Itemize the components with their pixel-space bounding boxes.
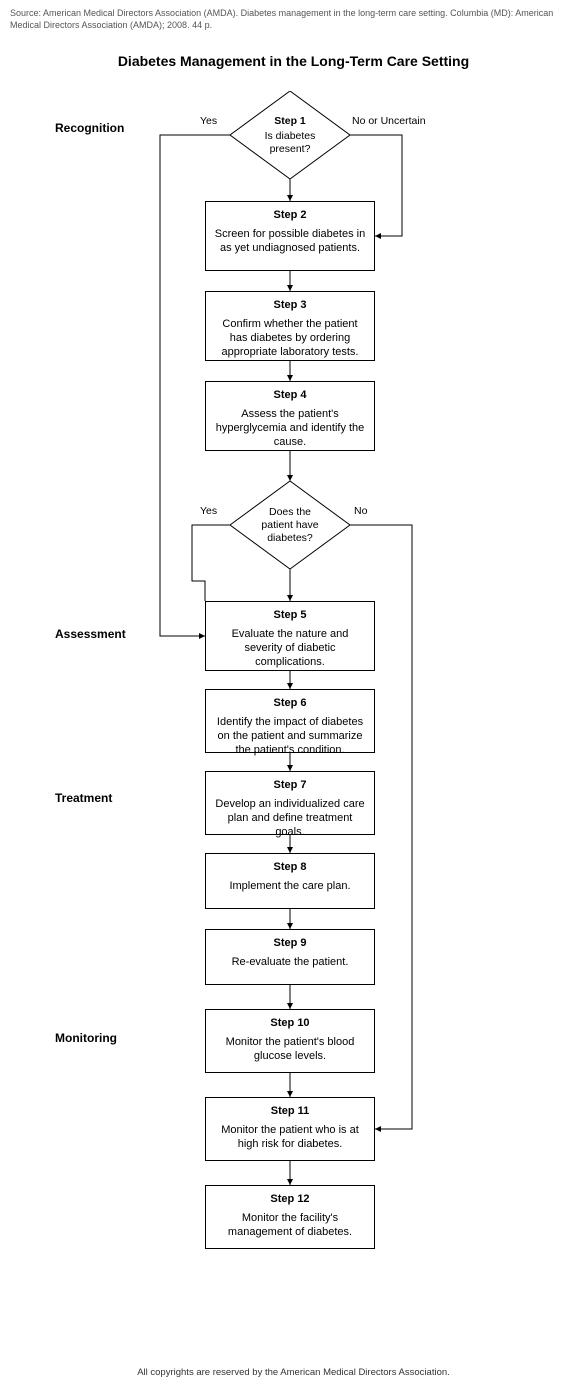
source-citation: Source: American Medical Directors Assoc… (0, 0, 587, 35)
box-step11: Step 11 Monitor the patient who is at hi… (205, 1097, 375, 1161)
step3-hdr: Step 3 (214, 298, 366, 312)
flowchart-canvas: Recognition Assessment Treatment Monitor… (0, 81, 587, 1361)
step10-hdr: Step 10 (214, 1016, 366, 1030)
decision1-yes-label: Yes (200, 115, 217, 127)
step8-hdr: Step 8 (214, 860, 366, 874)
decision2-no-label: No (354, 505, 367, 517)
phase-treatment: Treatment (55, 791, 112, 805)
step5-body: Evaluate the nature and severity of diab… (232, 628, 349, 669)
step5-hdr: Step 5 (214, 608, 366, 622)
decision1-no-label: No or Uncertain (352, 115, 426, 127)
decision2-yes-label: Yes (200, 505, 217, 517)
box-step3: Step 3 Confirm whether the patient has d… (205, 291, 375, 361)
step9-body: Re-evaluate the patient. (232, 956, 349, 968)
box-step6: Step 6 Identify the impact of diabetes o… (205, 689, 375, 753)
phase-monitoring: Monitoring (55, 1031, 117, 1045)
box-step8: Step 8 Implement the care plan. (205, 853, 375, 909)
step6-body: Identify the impact of diabetes on the p… (217, 716, 363, 757)
decision-step1: Step 1 Is diabetes present? (230, 91, 350, 179)
box-step2: Step 2 Screen for possible diabetes in a… (205, 201, 375, 271)
step2-body: Screen for possible diabetes in as yet u… (215, 228, 365, 254)
step7-hdr: Step 7 (214, 778, 366, 792)
step11-body: Monitor the patient who is at high risk … (221, 1124, 359, 1150)
step11-hdr: Step 11 (214, 1104, 366, 1118)
decision1-step: Step 1 (274, 115, 306, 128)
step9-hdr: Step 9 (214, 936, 366, 950)
decision2-l2: patient have (261, 519, 318, 532)
box-step4: Step 4 Assess the patient's hyperglycemi… (205, 381, 375, 451)
step8-body: Implement the care plan. (229, 880, 350, 892)
step6-hdr: Step 6 (214, 696, 366, 710)
decision-has-diabetes: Does the patient have diabetes? (230, 481, 350, 569)
step4-hdr: Step 4 (214, 388, 366, 402)
step2-hdr: Step 2 (214, 208, 366, 222)
box-step5: Step 5 Evaluate the nature and severity … (205, 601, 375, 671)
step3-body: Confirm whether the patient has diabetes… (222, 318, 359, 359)
step7-body: Develop an individualized care plan and … (215, 798, 364, 839)
step12-hdr: Step 12 (214, 1192, 366, 1206)
box-step10: Step 10 Monitor the patient's blood gluc… (205, 1009, 375, 1073)
step12-body: Monitor the facility's management of dia… (228, 1212, 352, 1238)
decision2-l1: Does the (269, 506, 311, 519)
box-step9: Step 9 Re-evaluate the patient. (205, 929, 375, 985)
decision2-l3: diabetes? (267, 532, 313, 545)
page-title: Diabetes Management in the Long-Term Car… (0, 53, 587, 69)
decision1-text: Is diabetes present? (244, 130, 336, 156)
box-step7: Step 7 Develop an individualized care pl… (205, 771, 375, 835)
step10-body: Monitor the patient's blood glucose leve… (226, 1036, 355, 1062)
box-step12: Step 12 Monitor the facility's managemen… (205, 1185, 375, 1249)
copyright-footer: All copyrights are reserved by the Ameri… (0, 1361, 587, 1392)
phase-assessment: Assessment (55, 627, 126, 641)
step4-body: Assess the patient's hyperglycemia and i… (216, 408, 365, 449)
phase-recognition: Recognition (55, 121, 124, 135)
